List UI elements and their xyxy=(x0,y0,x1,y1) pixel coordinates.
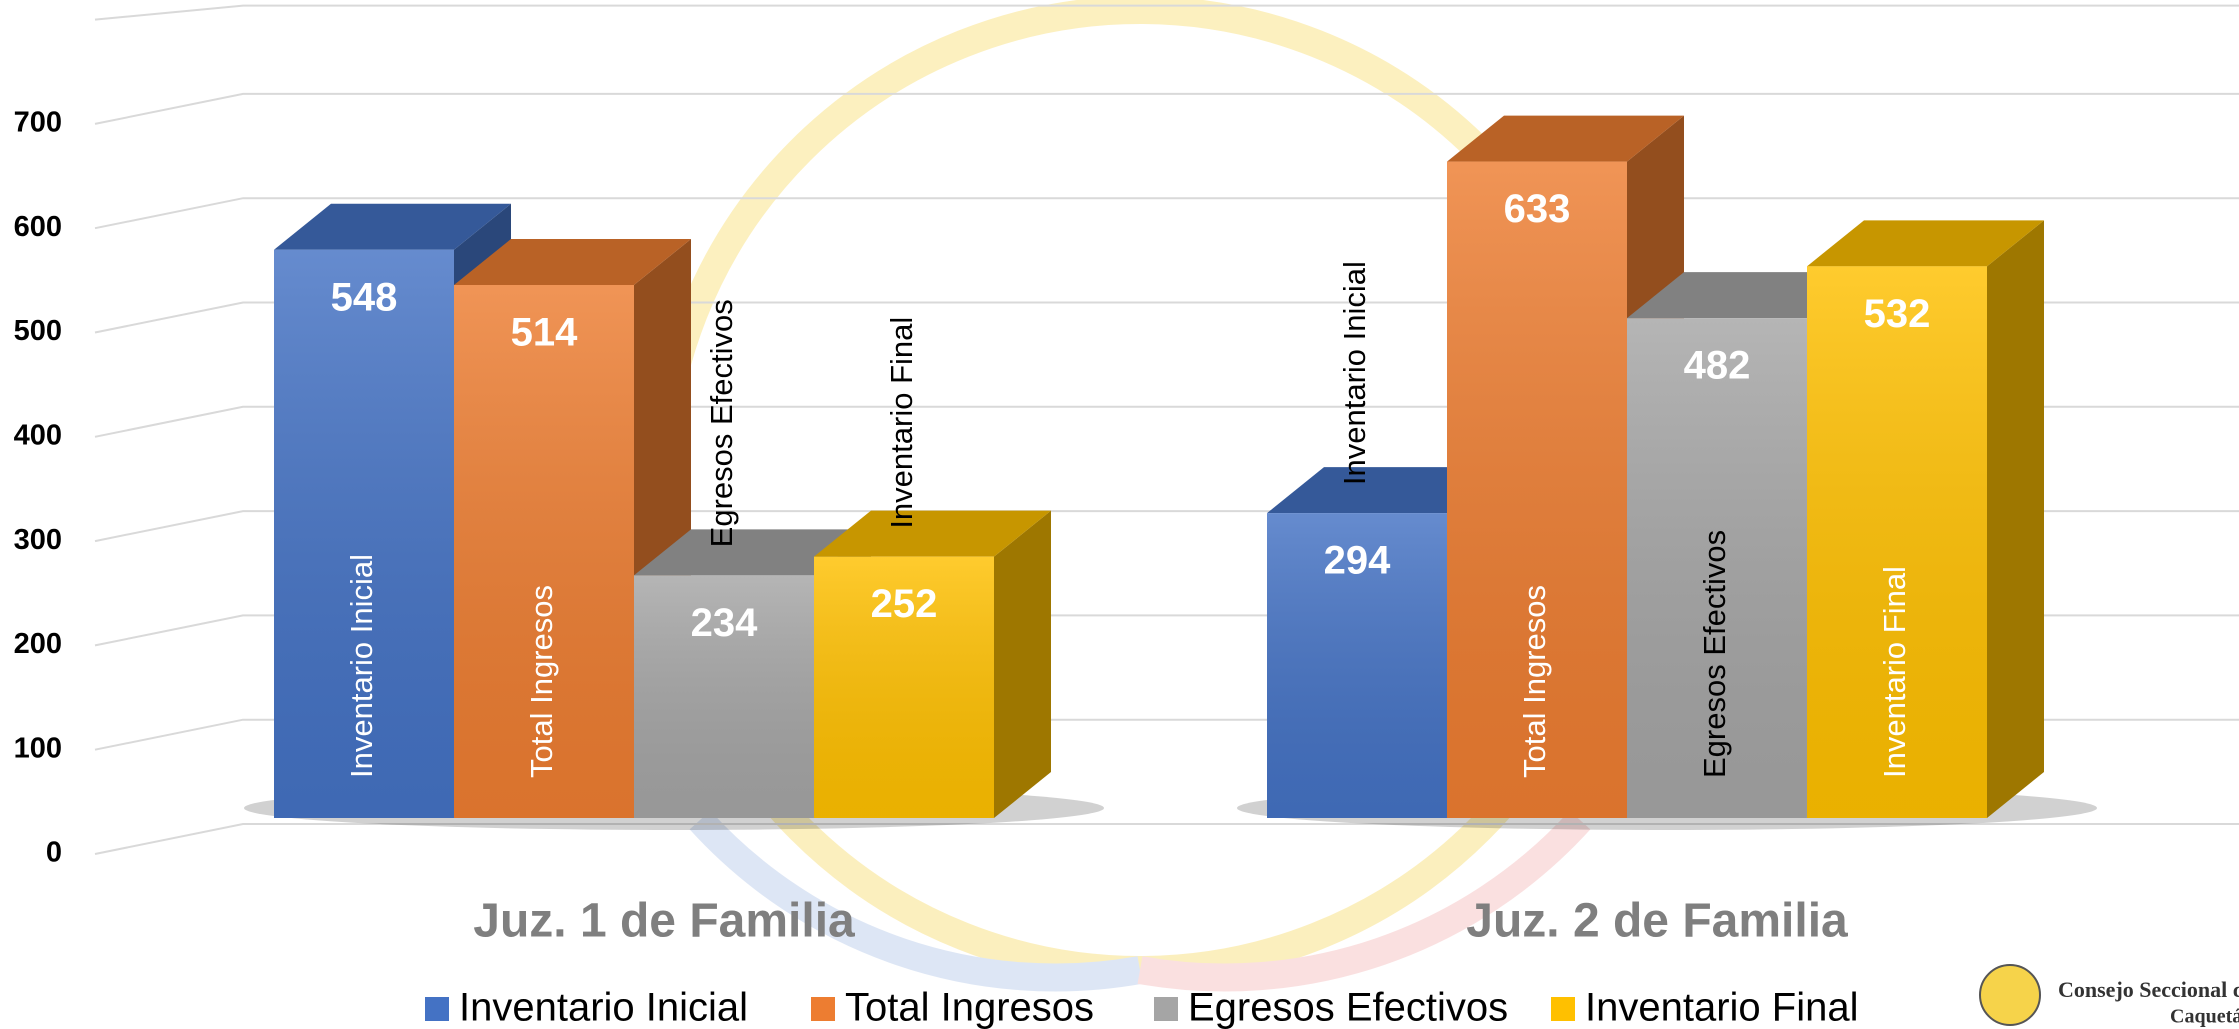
bars: 548 Inventario Inicial 514 Total Ingresos 23… xyxy=(244,116,2097,948)
y-tick-label: 500 xyxy=(14,315,62,347)
y-tick-label: 100 xyxy=(14,732,62,764)
bar-series-label: Total Ingresos xyxy=(1517,585,1552,778)
value-label: 482 xyxy=(1684,344,1751,388)
y-tick-label: 300 xyxy=(14,524,62,556)
y-tick-label: 700 xyxy=(14,107,62,139)
bar-series-label: Inventario Inicial xyxy=(1337,261,1372,485)
bar-series-label: Inventario Inicial xyxy=(344,554,379,778)
bar-series-label: Inventario Final xyxy=(1877,566,1912,778)
value-label: 514 xyxy=(511,311,578,355)
y-tick-label: 600 xyxy=(14,211,62,243)
value-label: 548 xyxy=(331,275,398,319)
logo: Consejo Seccional de Caquetá xyxy=(1980,965,2239,1028)
x-tick-label: Juz. 1 de Familia xyxy=(473,895,855,948)
bar-series-label: Egresos Efectivos xyxy=(704,299,739,547)
grid-line xyxy=(95,94,2239,124)
value-label: 532 xyxy=(1864,292,1931,336)
x-tick-label: Juz. 2 de Familia xyxy=(1466,895,1848,948)
legend-swatch xyxy=(425,997,449,1021)
legend-swatch xyxy=(811,997,835,1021)
bar-side xyxy=(994,511,1051,818)
legend-label: Total Ingresos xyxy=(845,986,1094,1029)
bar-series-label: Egresos Efectivos xyxy=(1697,530,1732,778)
value-label: 252 xyxy=(871,582,938,626)
bar-series-label: Inventario Final xyxy=(884,317,919,529)
grid-line xyxy=(95,824,2239,854)
legend-label: Inventario Inicial xyxy=(459,986,748,1029)
value-label: 294 xyxy=(1324,539,1391,583)
chart: 0 100 200 300 400 500 600 700 548 Inventario Ini… xyxy=(0,0,2239,1029)
legend-swatch xyxy=(1154,997,1178,1021)
logo-text: Caquetá xyxy=(2170,1006,2239,1028)
value-label: 234 xyxy=(691,601,758,645)
y-tick-label: 200 xyxy=(14,628,62,660)
bar-side xyxy=(1987,220,2044,818)
y-tick-label: 0 xyxy=(46,837,62,869)
legend-label: Inventario Final xyxy=(1585,986,1858,1029)
legend-swatch xyxy=(1551,997,1575,1021)
logo-text: Consejo Seccional de xyxy=(2058,977,2239,1002)
value-label: 633 xyxy=(1504,187,1571,231)
legend-label: Egresos Efectivos xyxy=(1188,986,1508,1029)
page: {"chart_data":{"type":"bar3d", "categori… xyxy=(0,0,2239,1029)
y-tick-label: 400 xyxy=(14,419,62,451)
bar-series-label: Total Ingresos xyxy=(524,585,559,778)
